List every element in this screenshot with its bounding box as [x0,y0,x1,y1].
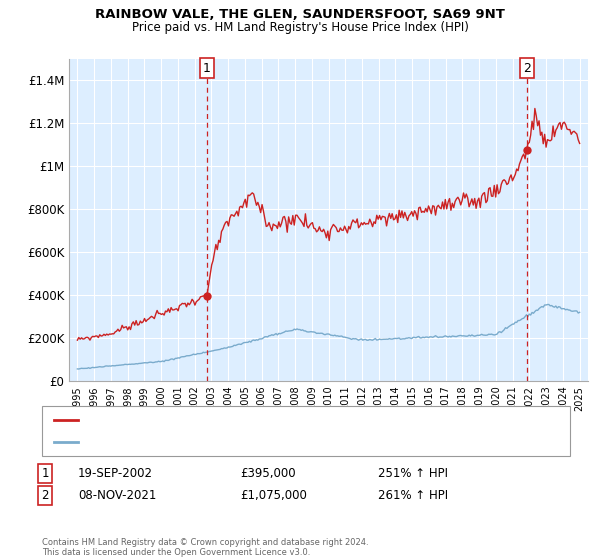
Text: Contains HM Land Registry data © Crown copyright and database right 2024.
This d: Contains HM Land Registry data © Crown c… [42,538,368,557]
Text: Price paid vs. HM Land Registry's House Price Index (HPI): Price paid vs. HM Land Registry's House … [131,21,469,34]
Text: 2: 2 [523,62,531,74]
Text: HPI: Average price, detached house, Pembrokeshire: HPI: Average price, detached house, Pemb… [83,437,353,447]
Text: 08-NOV-2021: 08-NOV-2021 [78,489,157,502]
Text: £395,000: £395,000 [240,466,296,480]
Text: 261% ↑ HPI: 261% ↑ HPI [378,489,448,502]
Text: 1: 1 [203,62,211,74]
Text: £1,075,000: £1,075,000 [240,489,307,502]
Text: 2: 2 [41,489,49,502]
Text: 1: 1 [41,466,49,480]
Text: RAINBOW VALE, THE GLEN, SAUNDERSFOOT, SA69 9NT (detached house): RAINBOW VALE, THE GLEN, SAUNDERSFOOT, SA… [83,415,466,425]
Text: 19-SEP-2002: 19-SEP-2002 [78,466,153,480]
Text: RAINBOW VALE, THE GLEN, SAUNDERSFOOT, SA69 9NT: RAINBOW VALE, THE GLEN, SAUNDERSFOOT, SA… [95,8,505,21]
Text: 251% ↑ HPI: 251% ↑ HPI [378,466,448,480]
